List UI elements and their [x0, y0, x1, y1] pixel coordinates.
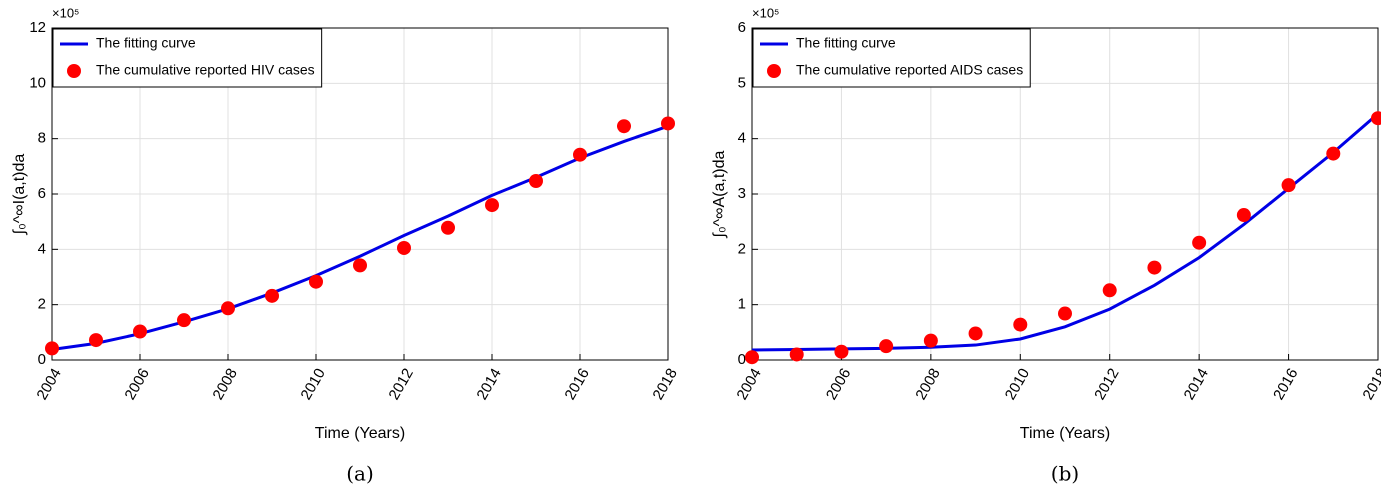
- fit-line: [751, 112, 1379, 352]
- legend-frame: [752, 28, 1031, 88]
- data-point: [529, 173, 543, 188]
- x-tick-label: 2012: [385, 365, 416, 402]
- data-point: [309, 274, 323, 289]
- y-tick-label: 2: [738, 240, 746, 257]
- data-point: [133, 324, 147, 339]
- legend-label: The fitting curve: [796, 35, 896, 51]
- y-tick-label: 6: [738, 19, 746, 36]
- data-point: [1013, 317, 1028, 332]
- data-point: [1371, 111, 1381, 126]
- y-tick-label: 3: [738, 185, 746, 202]
- x-tick-label: 2016: [561, 365, 592, 402]
- data-point: [1236, 208, 1251, 223]
- x-axis-label: Time (Years): [315, 425, 405, 442]
- legend-swatch: [767, 64, 781, 78]
- x-tick-label: 2010: [1002, 365, 1033, 402]
- data-point: [441, 220, 455, 235]
- data-point: [1326, 146, 1341, 161]
- data-point: [1147, 260, 1162, 275]
- data-point: [1192, 235, 1207, 250]
- x-tick-label: 2012: [1091, 365, 1122, 402]
- x-tick-label: 2004: [733, 365, 764, 402]
- y-tick-label: 2: [38, 296, 46, 313]
- y-tick-label: 12: [29, 19, 46, 36]
- data-point: [353, 258, 367, 273]
- caption: (b): [1051, 462, 1079, 486]
- data-point: [265, 288, 279, 303]
- axis-multiplier: ×10⁵: [752, 5, 779, 20]
- y-tick-label: 4: [738, 130, 746, 147]
- y-tick-label: 5: [738, 74, 746, 91]
- y-tick-label: 0: [738, 351, 746, 368]
- x-axis-label: Time (Years): [1020, 425, 1110, 442]
- y-tick-label: 1: [738, 296, 746, 313]
- data-point: [573, 147, 587, 162]
- data-point: [745, 350, 759, 365]
- data-point: [1058, 306, 1072, 321]
- y-axis-label: ∫₀^∞I(a,t)da: [11, 154, 28, 236]
- data-point: [45, 341, 59, 356]
- x-tick-label: 2010: [297, 365, 328, 402]
- axis-multiplier: ×10⁵: [52, 5, 79, 20]
- data-point: [834, 344, 849, 359]
- x-tick-label: 2004: [33, 365, 64, 402]
- data-point: [879, 339, 894, 354]
- x-tick-label: 2008: [209, 365, 240, 402]
- y-tick-label: 8: [38, 130, 46, 147]
- y-tick-label: 10: [29, 74, 46, 91]
- data-point: [485, 198, 499, 213]
- data-point: [89, 333, 103, 348]
- x-tick-label: 2006: [121, 365, 152, 402]
- plot-frame: [751, 27, 1379, 361]
- data-point: [661, 116, 675, 131]
- legend: The fitting curve The cumulative reported…: [752, 28, 1031, 88]
- legend-label: The cumulative reported HIV cases: [96, 62, 315, 78]
- caption: (a): [346, 462, 374, 486]
- data-point: [221, 301, 235, 316]
- y-tick-label: 6: [38, 185, 46, 202]
- data-point: [923, 333, 938, 348]
- data-point: [397, 240, 411, 255]
- data-point: [1102, 283, 1117, 298]
- legend-label: The fitting curve: [96, 35, 196, 51]
- fit-line: [51, 124, 669, 351]
- legend: The fitting curve The cumulative reported…: [52, 28, 323, 88]
- y-tick-label: 0: [38, 351, 46, 368]
- legend-label: The cumulative reported AIDS cases: [796, 62, 1023, 78]
- x-tick-label: 2018: [649, 365, 680, 402]
- y-axis-label: ∫₀^∞A(a,t)da: [711, 150, 728, 238]
- data-point: [1281, 178, 1296, 193]
- data-point: [789, 347, 804, 362]
- x-tick-label: 2014: [1181, 365, 1212, 402]
- y-tick-label: 4: [38, 240, 46, 257]
- x-tick-label: 2014: [473, 365, 504, 402]
- data-point: [968, 326, 983, 341]
- data-point: [177, 313, 191, 328]
- x-tick-label: 2008: [912, 365, 943, 402]
- x-tick-label: 2006: [823, 365, 854, 402]
- x-tick-label: 2016: [1270, 365, 1301, 402]
- plot-frame: [51, 27, 669, 361]
- legend-frame: [52, 28, 323, 88]
- legend-swatch: [67, 64, 81, 78]
- data-point: [617, 119, 631, 134]
- x-tick-label: 2018: [1359, 365, 1381, 402]
